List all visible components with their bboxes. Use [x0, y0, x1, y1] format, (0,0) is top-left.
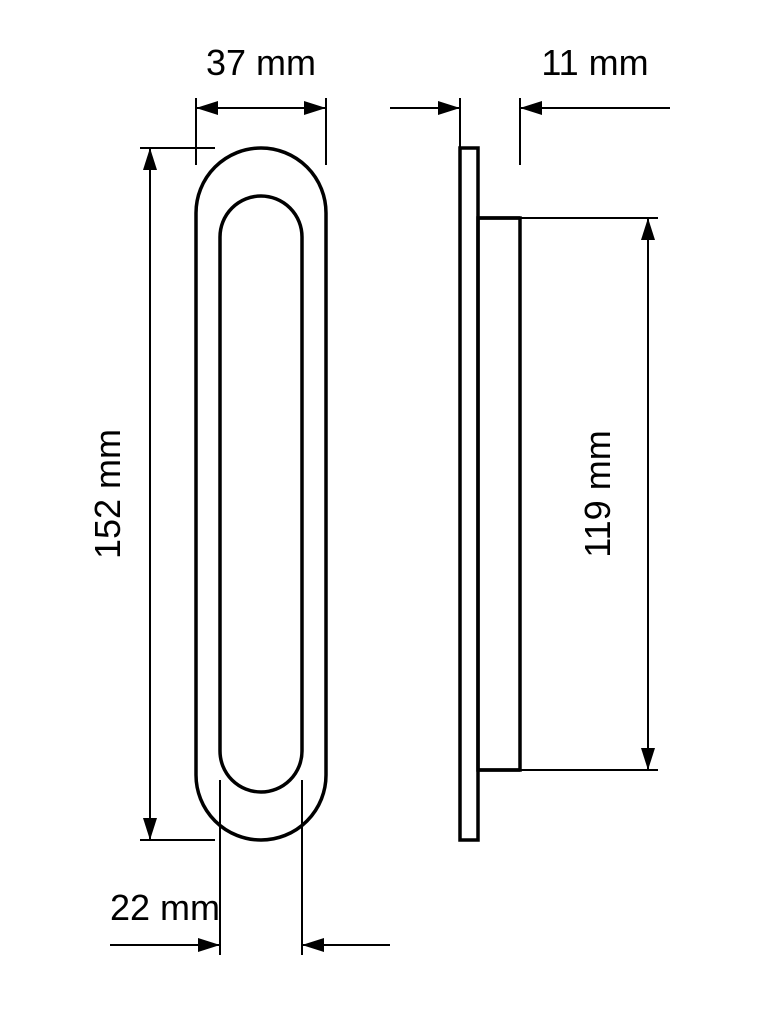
front-outer-outline — [196, 148, 326, 840]
front-inner-outline — [220, 196, 302, 792]
side-body-outline — [478, 218, 520, 770]
dim-label-22: 22 mm — [110, 887, 220, 928]
dim-label-119: 119 mm — [577, 430, 618, 557]
dim-label-11: 11 mm — [541, 42, 648, 83]
dim-label-152: 152 mm — [87, 429, 128, 559]
dim-label-37: 37 mm — [206, 42, 316, 83]
side-plate-outline — [460, 148, 478, 840]
